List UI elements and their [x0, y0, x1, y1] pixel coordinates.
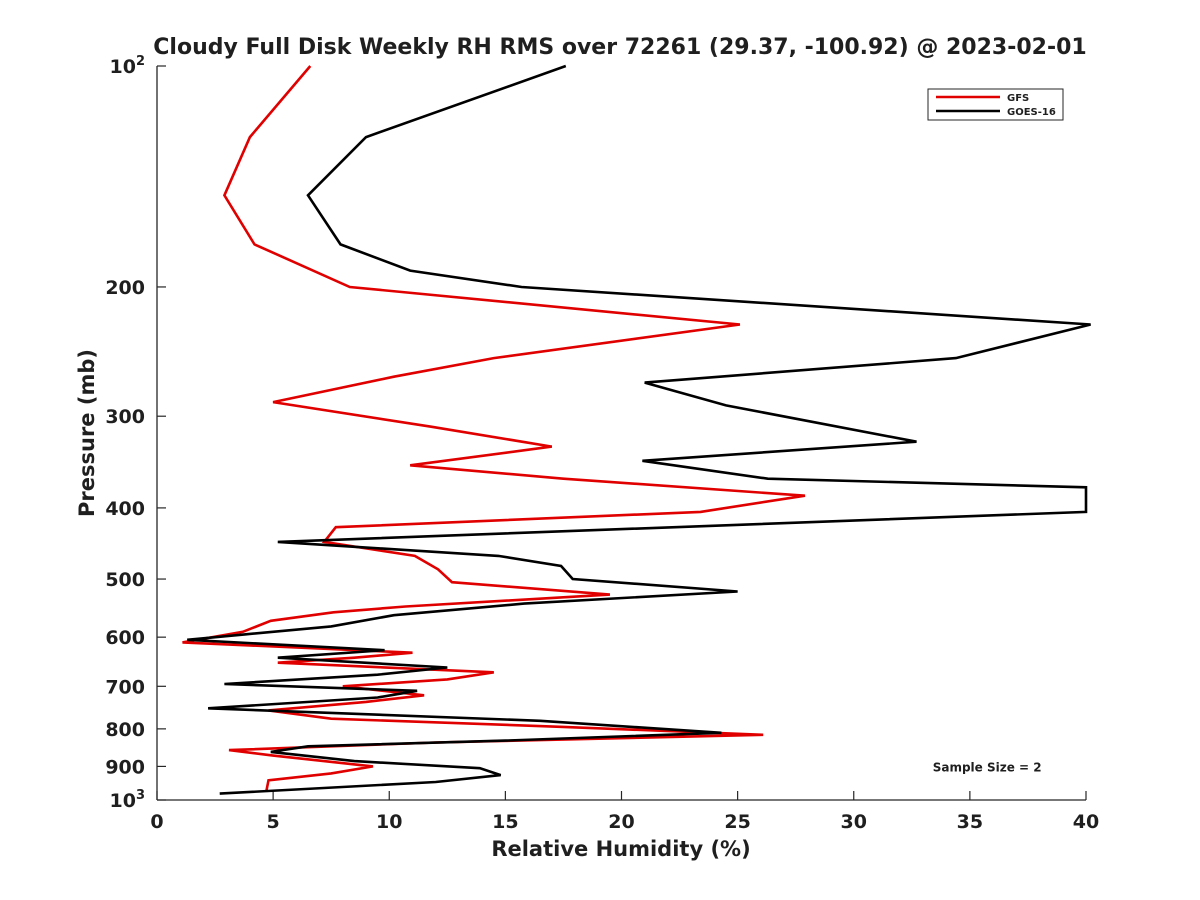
x-tick-label: 10: [376, 811, 402, 833]
y-axis-label: Pressure (mb): [75, 349, 99, 517]
legend-box: [927, 88, 1064, 121]
y-tick-label: 700: [105, 676, 145, 698]
chart-title: Cloudy Full Disk Weekly RH RMS over 7226…: [153, 35, 1086, 60]
legend-label-goes16: GOES-16: [1007, 107, 1056, 118]
y-tick-label: 800: [105, 719, 145, 741]
y-tick-label: 103: [110, 788, 146, 812]
x-axis-ticks: 0 5 10 15 20 25 30 35 40: [150, 791, 1099, 833]
legend-label-gfs: GFS: [1007, 93, 1029, 104]
x-tick-label: 40: [1073, 811, 1099, 833]
x-tick-label: 0: [150, 811, 163, 833]
legend: GFS GOES-16: [927, 88, 1064, 121]
y-tick-label: 900: [105, 756, 145, 778]
x-tick-label: 30: [841, 811, 867, 833]
series-line-goes16: [187, 64, 1091, 795]
y-tick-label: 102: [110, 54, 146, 78]
y-tick-label: 400: [105, 498, 145, 520]
series-layer: [182, 64, 1091, 795]
x-tick-label: 35: [957, 811, 983, 833]
y-tick-label: 200: [105, 277, 145, 299]
y-axis-ticks: 102 200 300 400 500 600 700 800 900 103: [105, 54, 166, 812]
sample-size-annotation: Sample Size = 2: [933, 760, 1042, 774]
x-tick-label: 25: [724, 811, 750, 833]
x-axis-label: Relative Humidity (%): [491, 837, 750, 861]
x-tick-label: 5: [267, 811, 280, 833]
x-tick-label: 20: [608, 811, 634, 833]
y-tick-label: 300: [105, 406, 145, 428]
y-tick-label: 600: [105, 627, 145, 649]
x-tick-label: 15: [492, 811, 518, 833]
y-tick-label: 500: [105, 569, 145, 591]
plot-area: 102 200 300 400 500 600 700 800 900 103 0 5 10 15 20 2…: [105, 54, 1099, 833]
